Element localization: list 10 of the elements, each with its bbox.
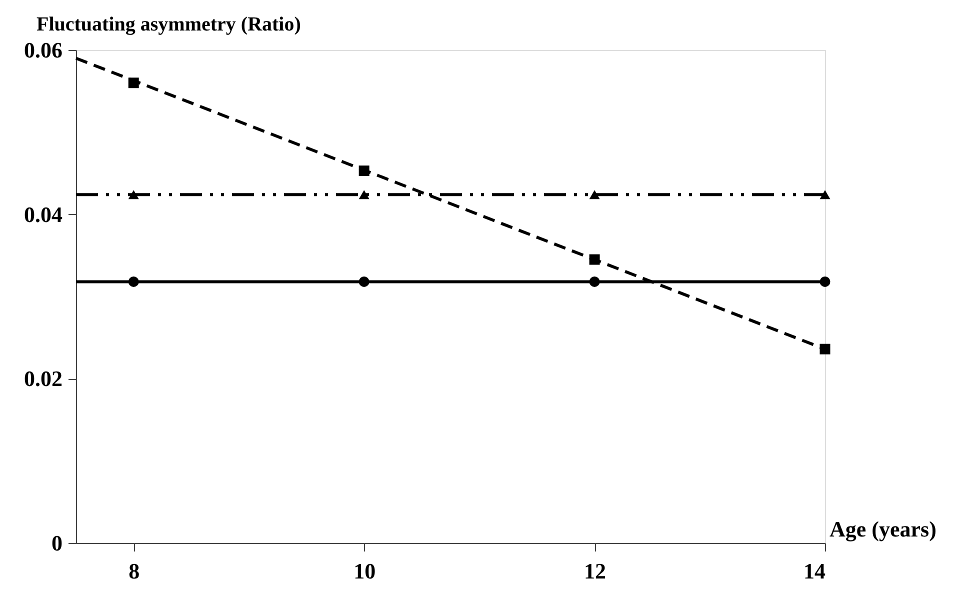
y-axis-title: Fluctuating asymmetry (Ratio) (36, 14, 301, 36)
y-tick-label: 0.04 (24, 202, 62, 227)
y-tick-label: 0.02 (24, 366, 62, 392)
x-tick-label: 12 (584, 558, 606, 584)
y-tick-label: 0.06 (24, 38, 62, 62)
y-tick-label: 0 (52, 530, 62, 556)
x-tick-label: 8 (128, 558, 140, 584)
x-axis-title: Age (years) (830, 516, 936, 542)
x-tick-label: 10 (354, 558, 376, 584)
x-tick-label: 14 (804, 558, 826, 584)
